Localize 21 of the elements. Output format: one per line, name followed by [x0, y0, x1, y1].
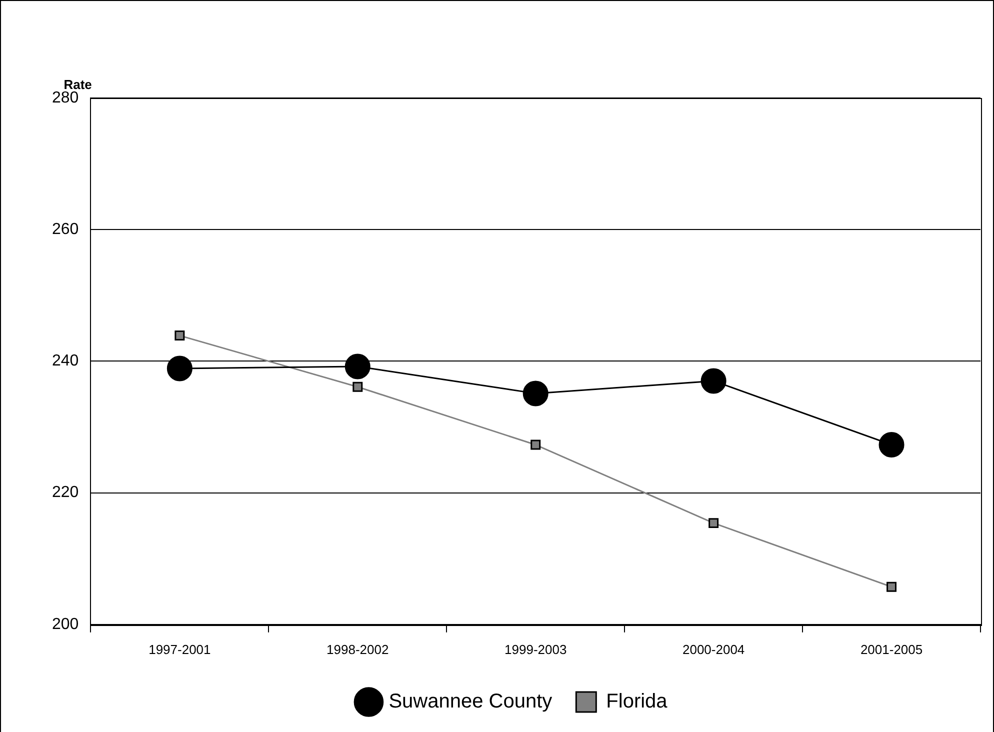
y-tick-label: 260 [52, 221, 79, 238]
y-tick-label: 240 [52, 352, 79, 370]
x-tick-label: 1999-2003 [504, 642, 567, 657]
point [344, 354, 370, 380]
legend-label: Florida [606, 690, 668, 713]
x-tick-label: 1998-2002 [326, 642, 389, 657]
point [166, 356, 192, 382]
y-tick-label: 200 [52, 616, 79, 633]
point [878, 432, 904, 458]
point [530, 440, 541, 450]
point [522, 380, 548, 406]
point [352, 382, 363, 392]
x-tick-label: 2000-2004 [682, 642, 745, 657]
x-tick-label: 1997-2001 [148, 642, 211, 657]
point [700, 368, 726, 394]
point [708, 518, 719, 528]
y-tick-label: 220 [52, 484, 79, 502]
point [174, 330, 185, 341]
x-tick-label: 2001-2005 [860, 642, 923, 657]
point [886, 582, 897, 592]
legend-label: Suwannee County [388, 690, 552, 713]
